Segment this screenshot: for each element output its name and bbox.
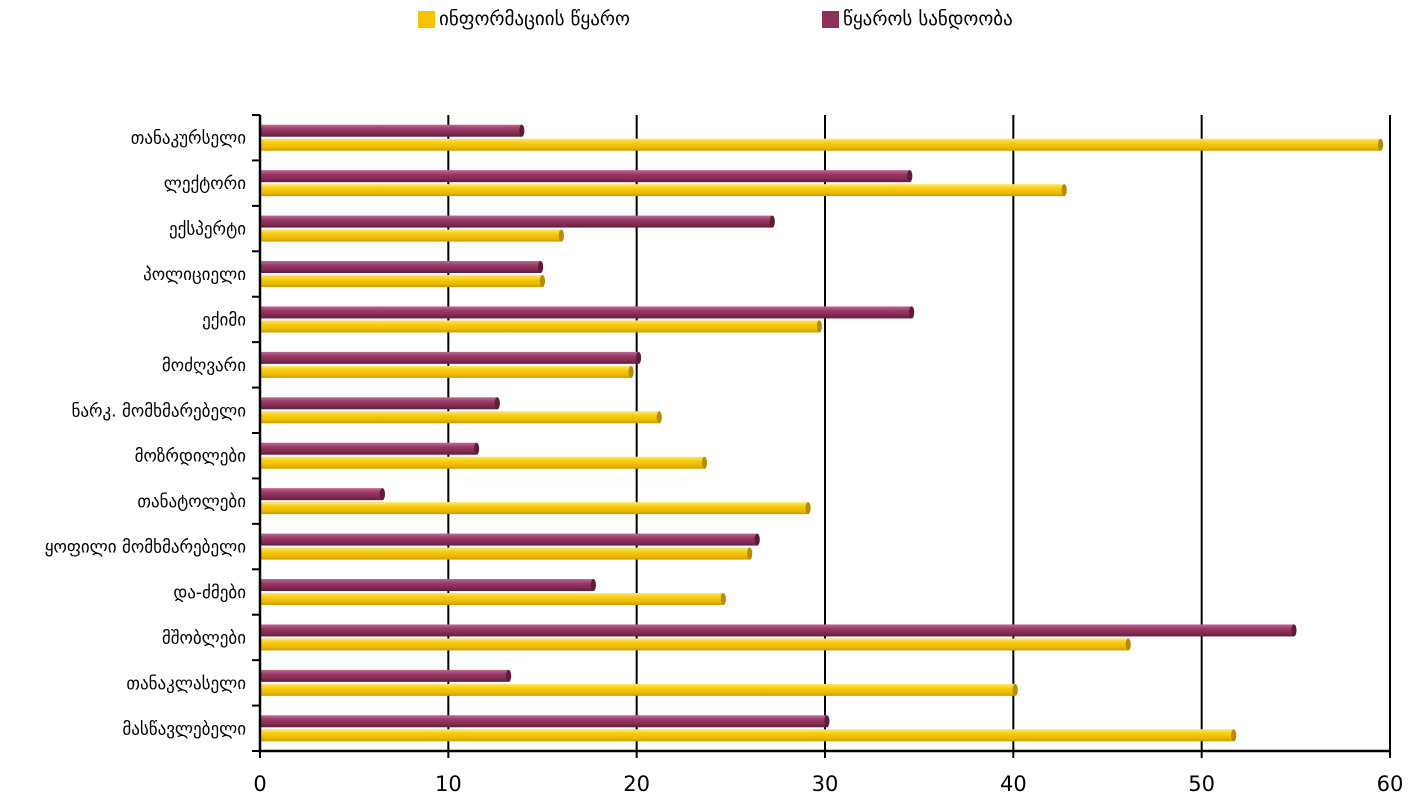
bar-reliability-2	[260, 215, 773, 228]
x-tick-label-30: 30	[812, 772, 839, 796]
legend-item-series-1: ინფორმაციის წყარო	[418, 8, 630, 30]
bar-cap-source-11	[1125, 638, 1131, 651]
bar-cap-source-0	[1377, 138, 1384, 151]
bar-source-12	[260, 683, 1016, 696]
bar-cap-reliability-8	[379, 488, 386, 501]
bar-cap-source-6	[656, 411, 662, 424]
category-label-2: ექსპერტი	[169, 220, 246, 240]
bar-source-3	[260, 275, 543, 287]
bar-source-10	[260, 593, 724, 605]
bar-cap-source-13	[1231, 729, 1237, 742]
x-tick-label-20: 20	[623, 772, 650, 796]
category-label-12: თანაკლასელი	[126, 674, 246, 694]
bar-cap-reliability-10	[590, 579, 596, 591]
bar-reliability-1	[260, 170, 910, 183]
bar-cap-source-9	[747, 547, 753, 560]
bar-cap-reliability-4	[909, 306, 915, 319]
category-label-3: პოლიციელი	[143, 265, 246, 285]
axes-group	[252, 114, 1391, 758]
bar-source-0	[260, 138, 1381, 151]
legend-item-series-2: წყაროს სანდოობა	[822, 8, 1013, 30]
bar-reliability-0	[260, 124, 522, 137]
bar-cap-reliability-3	[538, 261, 544, 273]
bar-reliability-9	[260, 533, 758, 546]
bar-source-1	[260, 184, 1065, 197]
bar-source-13	[260, 729, 1234, 742]
bar-source-11	[260, 638, 1129, 651]
legend-swatch-series-1	[418, 10, 435, 28]
bar-source-6	[260, 411, 660, 424]
bar-cap-source-3	[539, 275, 546, 287]
bar-cap-reliability-1	[907, 170, 913, 183]
x-tick-label-0: 0	[253, 772, 266, 796]
bar-reliability-4	[260, 306, 912, 319]
bar-cap-reliability-9	[754, 533, 760, 546]
bars-group	[260, 124, 1384, 742]
x-tick-label-40: 40	[1000, 772, 1027, 796]
category-label-5: მოძღვარი	[162, 356, 246, 376]
bar-reliability-8	[260, 488, 383, 501]
bar-cap-source-1	[1061, 184, 1067, 197]
bar-reliability-13	[260, 715, 827, 728]
bar-reliability-7	[260, 442, 477, 455]
bar-cap-source-7	[701, 456, 708, 469]
category-label-8: თანატოლები	[137, 492, 246, 512]
bar-cap-source-8	[805, 502, 811, 515]
category-label-4: ექიმი	[202, 310, 246, 330]
bar-cap-reliability-2	[769, 215, 775, 228]
legend-label-series-2: წყაროს სანდოობა	[843, 8, 1013, 30]
bar-cap-reliability-5	[635, 351, 642, 364]
bar-cap-source-10	[720, 593, 726, 605]
category-label-6: ნარკ. მომხმარებელი	[71, 401, 246, 421]
bar-cap-source-5	[628, 365, 634, 378]
bar-cap-source-2	[558, 229, 564, 242]
category-label-1: ლექტორი	[164, 174, 246, 194]
bar-source-4	[260, 320, 820, 333]
bar-cap-reliability-0	[519, 124, 525, 137]
bar-source-2	[260, 229, 562, 242]
bar-source-9	[260, 547, 750, 560]
bar-cap-source-12	[1012, 683, 1018, 696]
bar-reliability-3	[260, 261, 541, 273]
bar-cap-reliability-7	[473, 442, 480, 455]
bar-reliability-5	[260, 351, 639, 364]
category-label-13: მასწავლებელი	[122, 719, 246, 739]
bar-reliability-12	[260, 669, 509, 682]
bar-cap-reliability-13	[824, 715, 830, 728]
bar-reliability-11	[260, 624, 1294, 637]
bar-source-5	[260, 365, 632, 378]
x-tick-label-60: 60	[1377, 772, 1404, 796]
category-label-9: ყოფილი მომხმარებელი	[45, 538, 246, 558]
category-label-10: და-ძმები	[173, 583, 246, 603]
bar-cap-source-4	[816, 320, 822, 333]
x-tick-label-50: 50	[1188, 772, 1215, 796]
category-label-0: თანაკურსელი	[131, 129, 246, 149]
legend-swatch-series-2	[822, 10, 839, 28]
bar-cap-reliability-11	[1291, 624, 1297, 637]
bar-cap-reliability-12	[506, 669, 512, 682]
x-tick-label-10: 10	[435, 772, 462, 796]
legend: ინფორმაციის წყარო წყაროს სანდოობა	[0, 8, 1418, 36]
legend-label-series-1: ინფორმაციის წყარო	[439, 8, 630, 30]
bar-cap-reliability-6	[494, 397, 500, 410]
bar-reliability-6	[260, 397, 498, 410]
category-label-7: მოზრდილები	[135, 447, 246, 467]
bar-reliability-10	[260, 579, 594, 591]
labels-group: 0 10 20 30 40 50 60 თანაკურსელი ლექტორი ექსპერტი პ…	[45, 129, 1404, 796]
bar-source-7	[260, 456, 705, 469]
category-label-11: მშობლები	[162, 628, 246, 648]
bar-source-8	[260, 502, 809, 515]
grid-lines	[447, 115, 1391, 751]
